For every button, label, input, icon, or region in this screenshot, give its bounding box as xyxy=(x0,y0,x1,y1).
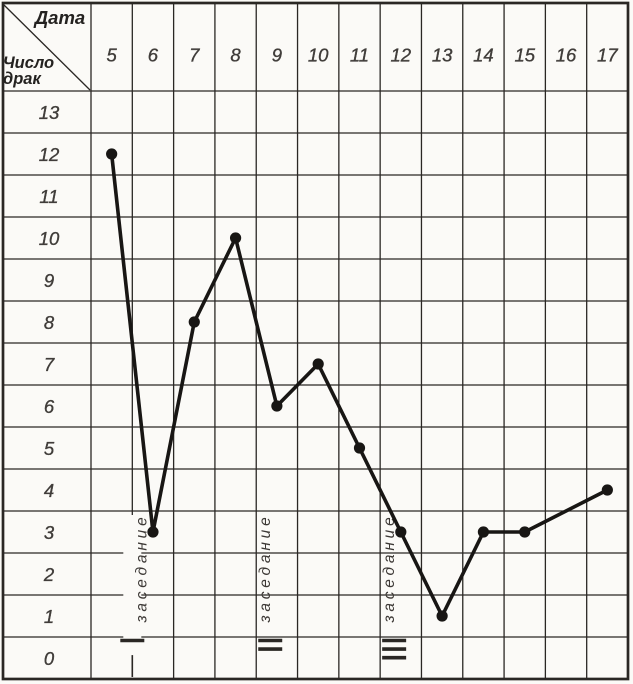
svg-text:13: 13 xyxy=(432,45,453,66)
svg-text:10: 10 xyxy=(308,45,329,66)
svg-text:Дата: Дата xyxy=(33,7,85,28)
svg-text:6: 6 xyxy=(148,45,159,66)
svg-text:6: 6 xyxy=(44,396,55,417)
svg-text:7: 7 xyxy=(44,354,55,375)
svg-text:11: 11 xyxy=(350,45,369,66)
svg-text:1: 1 xyxy=(44,606,54,627)
svg-text:2: 2 xyxy=(43,564,55,585)
svg-text:11: 11 xyxy=(39,186,58,207)
svg-text:13: 13 xyxy=(39,102,60,123)
svg-text:7: 7 xyxy=(189,45,200,66)
svg-text:3: 3 xyxy=(44,522,55,543)
svg-text:8: 8 xyxy=(230,45,241,66)
svg-text:8: 8 xyxy=(44,312,55,333)
svg-text:5: 5 xyxy=(44,438,55,459)
svg-text:заседание: заседание xyxy=(257,513,274,623)
svg-text:15: 15 xyxy=(514,45,535,66)
svg-text:драк: драк xyxy=(3,70,42,88)
svg-text:4: 4 xyxy=(44,480,54,501)
svg-text:0: 0 xyxy=(44,648,55,669)
svg-text:5: 5 xyxy=(107,45,118,66)
svg-text:12: 12 xyxy=(39,144,60,165)
svg-text:16: 16 xyxy=(556,45,577,66)
svg-text:9: 9 xyxy=(44,270,54,291)
svg-text:17: 17 xyxy=(597,45,618,66)
svg-text:14: 14 xyxy=(473,45,494,66)
svg-text:12: 12 xyxy=(391,45,412,66)
svg-text:10: 10 xyxy=(39,228,60,249)
svg-text:9: 9 xyxy=(272,45,282,66)
